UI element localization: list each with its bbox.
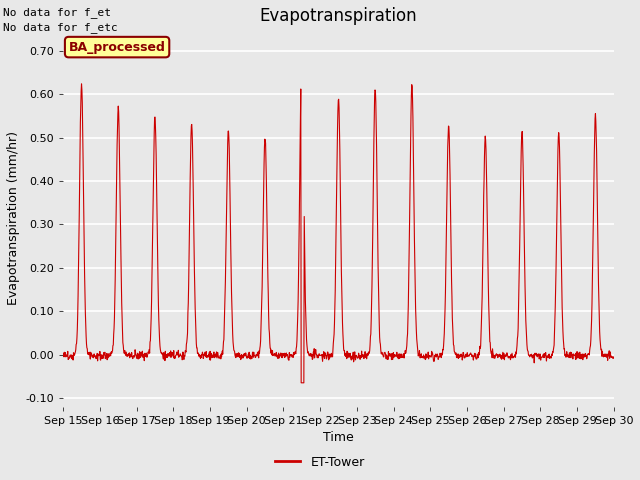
- Text: BA_processed: BA_processed: [68, 41, 166, 54]
- Y-axis label: Evapotranspiration (mm/hr): Evapotranspiration (mm/hr): [7, 131, 20, 305]
- Legend: ET-Tower: ET-Tower: [270, 451, 370, 474]
- Text: No data for f_etc: No data for f_etc: [3, 22, 118, 33]
- Title: Evapotranspiration: Evapotranspiration: [260, 7, 417, 25]
- X-axis label: Time: Time: [323, 431, 354, 444]
- Text: No data for f_et: No data for f_et: [3, 7, 111, 18]
